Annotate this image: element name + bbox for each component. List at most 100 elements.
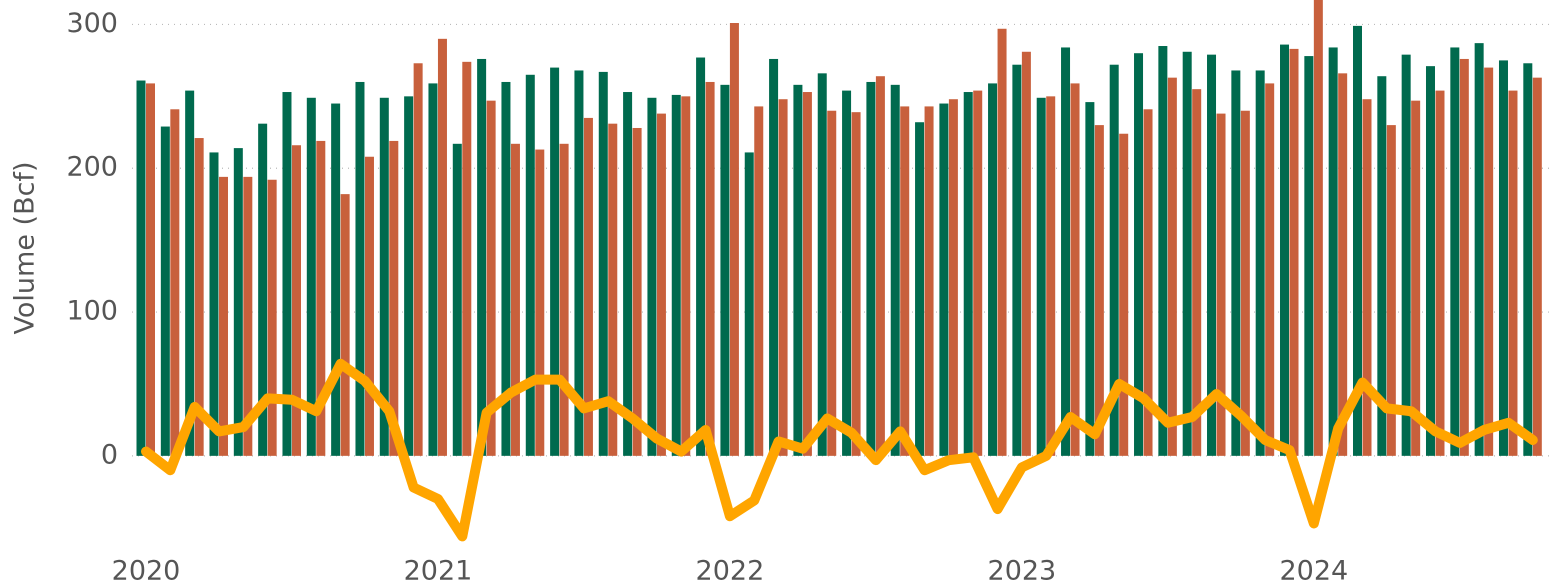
bar — [477, 58, 487, 456]
bar — [1012, 64, 1022, 456]
bar — [973, 90, 983, 456]
bar — [875, 76, 885, 456]
bar — [1240, 110, 1250, 456]
bar — [1401, 54, 1411, 456]
bar — [729, 23, 739, 456]
bar — [1459, 58, 1469, 456]
bar — [1280, 44, 1290, 456]
bar — [282, 92, 292, 456]
bar — [501, 81, 511, 456]
x-tick-label: 2022 — [696, 556, 765, 587]
bar — [316, 140, 326, 456]
bar — [340, 194, 350, 456]
bar — [1061, 47, 1071, 456]
bar — [696, 57, 706, 456]
bar — [218, 176, 228, 456]
bar — [486, 100, 496, 456]
x-tick-label: 2020 — [112, 556, 181, 587]
bar — [1255, 70, 1265, 456]
bar — [769, 58, 779, 456]
bar — [428, 83, 438, 456]
bar — [705, 81, 715, 456]
lines — [141, 358, 1538, 542]
bar — [1435, 90, 1445, 456]
bar — [1328, 47, 1338, 456]
bar — [608, 123, 618, 456]
bar — [842, 90, 852, 456]
bar — [900, 106, 910, 456]
bar — [890, 84, 900, 456]
bar — [1425, 66, 1435, 456]
bar — [559, 143, 569, 456]
y-axis-label: Volume (Bcf) — [10, 162, 41, 335]
bar — [404, 96, 414, 456]
y-tick-label: 100 — [66, 296, 118, 327]
bar — [939, 103, 949, 456]
bar — [1532, 77, 1542, 456]
bar — [656, 113, 666, 456]
bar — [866, 81, 876, 456]
x-tick-label: 2024 — [1279, 556, 1348, 587]
bar — [1377, 76, 1387, 456]
bar — [988, 83, 998, 456]
bar — [623, 92, 633, 456]
bar — [720, 84, 730, 456]
line — [141, 358, 1538, 542]
bar — [671, 94, 681, 456]
bar — [1207, 54, 1217, 456]
bar — [291, 145, 301, 456]
bar — [1036, 97, 1046, 456]
bar — [170, 109, 180, 456]
bar — [267, 179, 277, 456]
bar — [1231, 70, 1241, 456]
bar — [802, 92, 812, 456]
grid — [132, 23, 1549, 457]
bar — [413, 63, 423, 456]
x-tick-label: 2023 — [988, 556, 1057, 587]
bar — [778, 99, 788, 456]
bar — [510, 143, 520, 456]
bar — [1289, 48, 1299, 456]
bar — [1109, 64, 1119, 456]
bar — [997, 28, 1007, 456]
bar — [389, 140, 399, 456]
bar — [817, 73, 827, 456]
bar — [233, 148, 243, 456]
bar — [1182, 51, 1192, 456]
bar — [598, 71, 608, 456]
bar — [1143, 109, 1153, 456]
bar — [209, 152, 219, 456]
bar — [583, 117, 593, 456]
bar — [1484, 67, 1494, 456]
bar — [1353, 25, 1362, 456]
bar — [1498, 60, 1508, 456]
bar — [355, 81, 365, 456]
bar — [146, 83, 155, 456]
bar — [681, 96, 691, 456]
bar — [452, 143, 462, 456]
bar — [744, 152, 754, 456]
bar — [632, 127, 642, 456]
bar — [258, 123, 268, 456]
bar — [550, 67, 560, 456]
bar — [1070, 83, 1080, 456]
bar — [1508, 90, 1518, 456]
bar — [1167, 77, 1177, 456]
bars — [136, 0, 1542, 456]
bar — [1304, 56, 1314, 456]
bar — [1021, 51, 1031, 456]
y-tick-label: 0 — [101, 439, 118, 470]
bar — [535, 149, 545, 456]
bar — [364, 156, 374, 456]
bar — [1523, 63, 1533, 456]
bar — [379, 97, 389, 456]
bar — [1134, 53, 1144, 456]
bar — [948, 99, 958, 456]
y-tick-label: 200 — [66, 152, 118, 183]
bar — [331, 103, 341, 456]
bar — [924, 106, 934, 456]
bar — [963, 92, 973, 456]
bar — [462, 61, 472, 456]
bar — [160, 126, 170, 456]
